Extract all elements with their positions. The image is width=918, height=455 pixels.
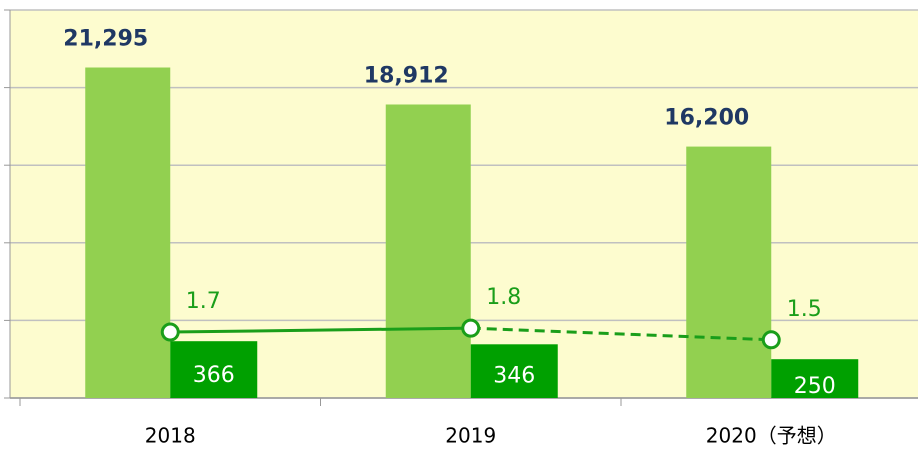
bar: [470, 344, 558, 398]
bar-value-label: 346: [493, 363, 535, 388]
bar: [686, 146, 772, 398]
line-segment: [470, 326, 772, 342]
x-tick-label: 2018: [145, 424, 196, 448]
x-tick-label: 2019: [445, 424, 496, 448]
bar: [85, 67, 171, 399]
bar-value-label: 16,200: [664, 106, 749, 131]
line-marker: [160, 322, 180, 342]
x-tick-label: 2020（予想）: [706, 424, 837, 448]
line-segment: [170, 326, 471, 334]
line-marker: [761, 330, 781, 350]
bar-value-label: 21,295: [63, 27, 148, 52]
line-value-label: 1.5: [787, 297, 822, 322]
bar-value-label: 250: [794, 374, 836, 399]
bar: [170, 341, 258, 398]
bar-value-label: 366: [193, 363, 235, 388]
line-value-label: 1.7: [186, 289, 221, 314]
bar: [771, 359, 859, 398]
bar-value-label: 18,912: [364, 63, 449, 88]
line-marker: [461, 318, 481, 338]
bar: [385, 104, 471, 398]
line-value-label: 1.8: [486, 285, 521, 310]
